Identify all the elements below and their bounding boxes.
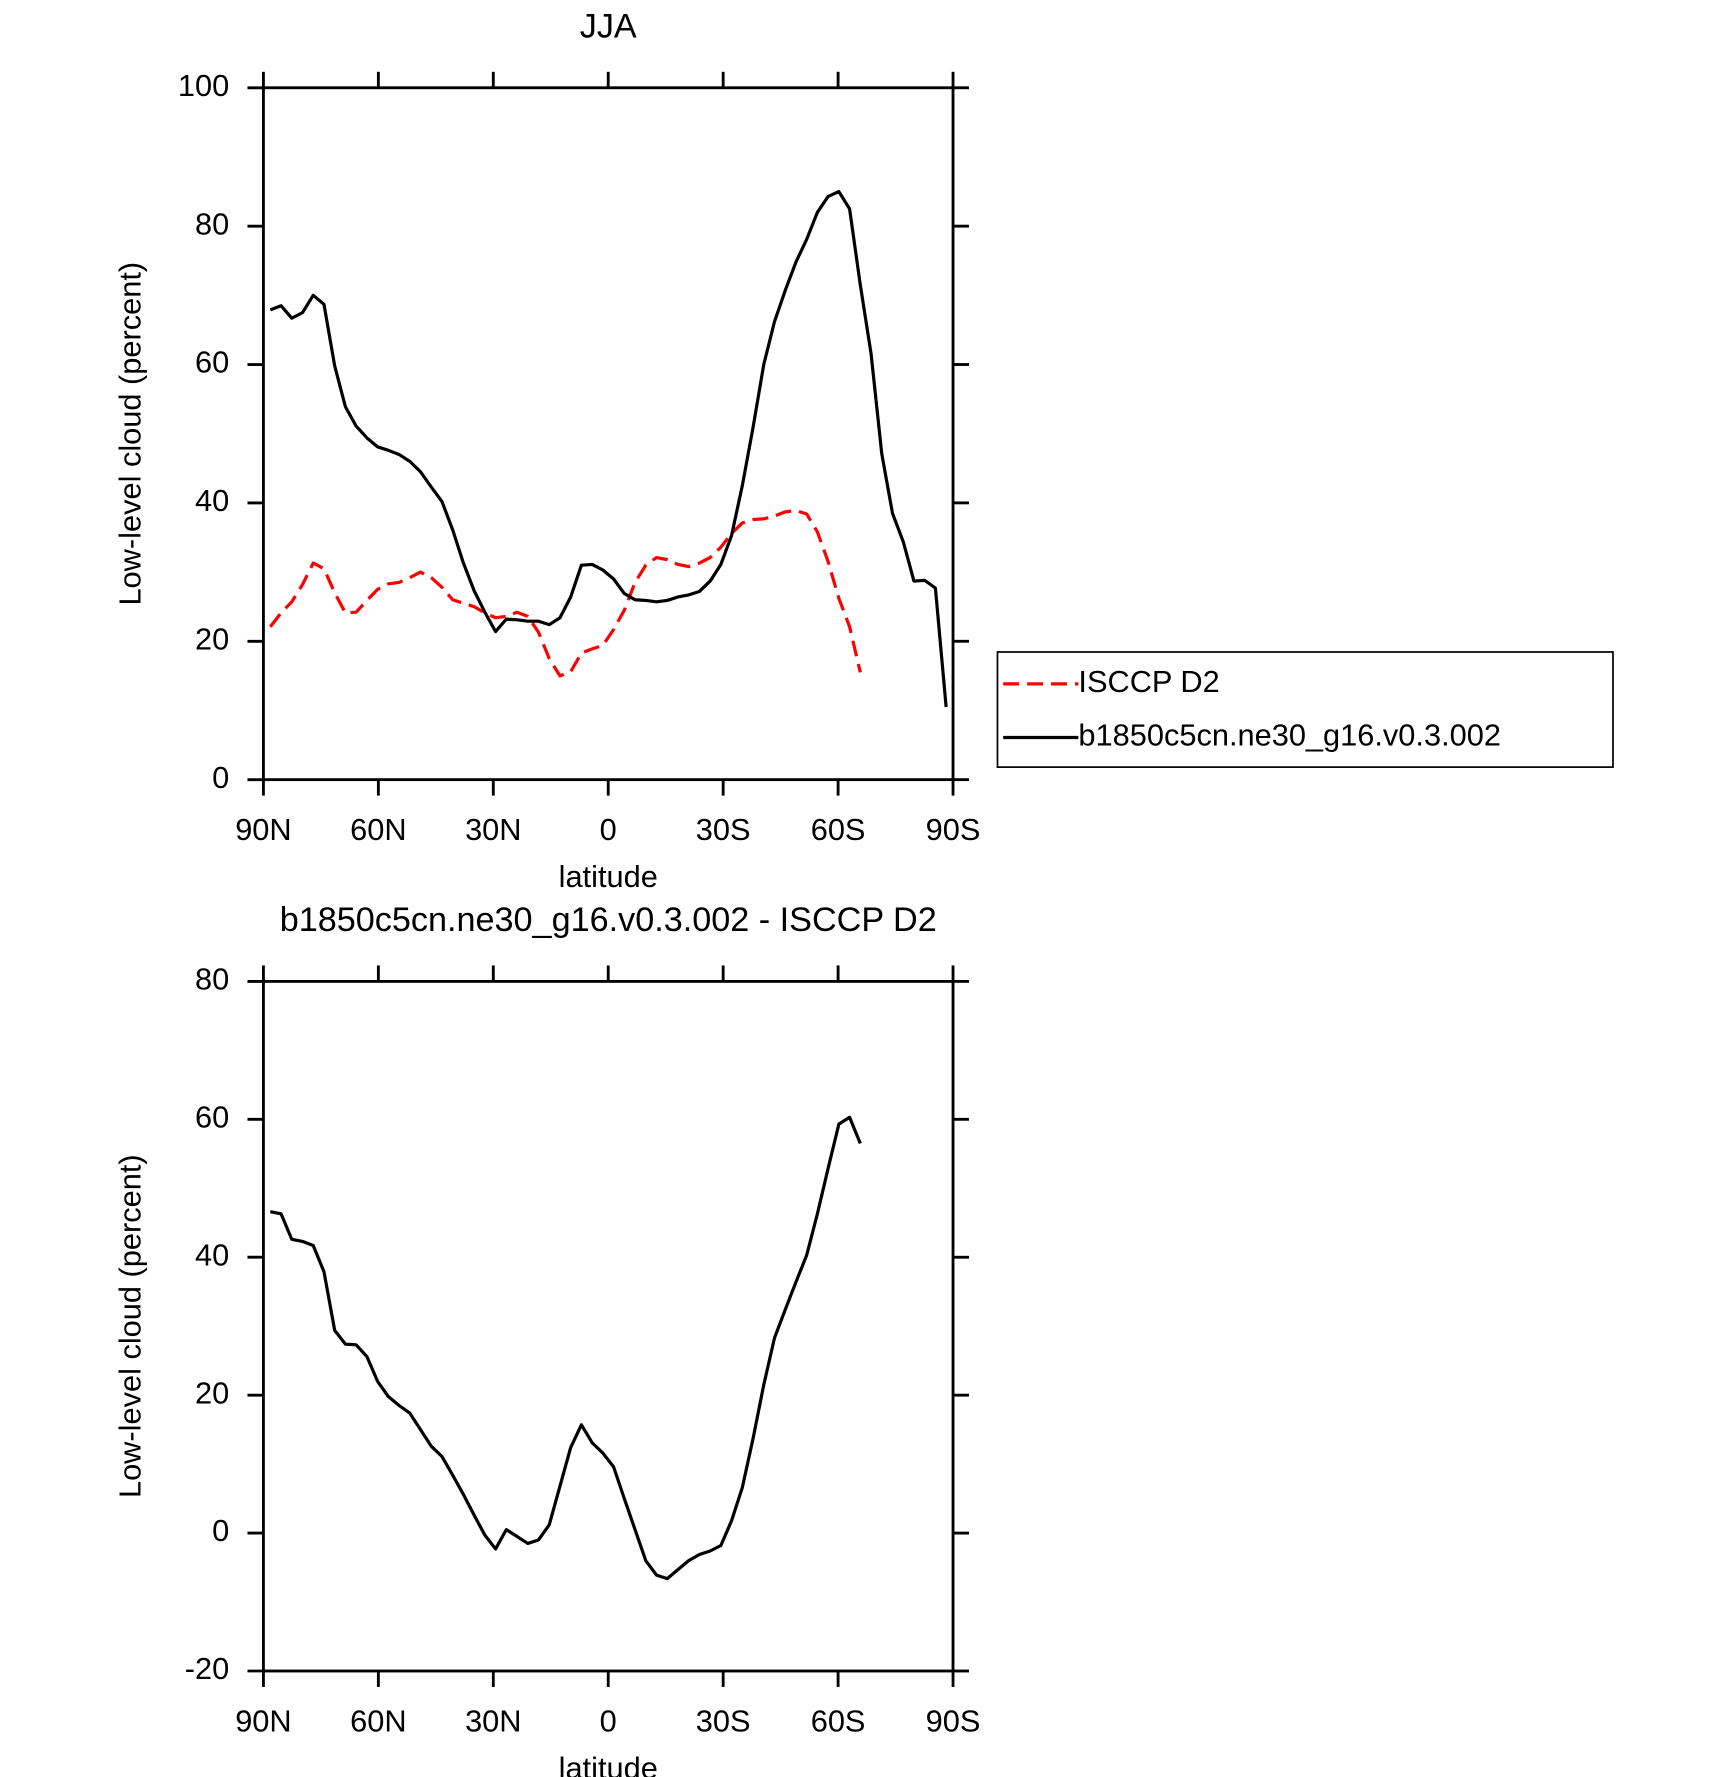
x-tick-label: 90N: [235, 812, 291, 847]
chart-title: b1850c5cn.ne30_g16.v0.3.002 - ISCCP D2: [280, 901, 937, 939]
x-tick-label: 60S: [811, 1704, 866, 1739]
data-line: [270, 1115, 862, 1581]
legend-label: b1850c5cn.ne30_g16.v0.3.002: [1078, 718, 1501, 753]
plot-frame: [262, 979, 955, 1673]
x-tick-label: 60N: [350, 1704, 406, 1739]
x-tick-label: 0: [600, 812, 617, 847]
y-tick-label: 60: [195, 345, 229, 380]
chart-title: JJA: [580, 8, 637, 46]
x-tick-label: 90N: [235, 1704, 291, 1739]
y-tick-label: 80: [195, 206, 229, 241]
x-tick-label: 0: [600, 1704, 617, 1739]
y-tick-label: -20: [185, 1651, 229, 1686]
x-tick-label: 30N: [465, 812, 521, 847]
y-axis-label: Low-level cloud (percent): [112, 262, 147, 606]
y-tick-label: 40: [195, 1237, 229, 1272]
x-tick-label: 30S: [696, 812, 751, 847]
y-tick-label: 80: [195, 962, 229, 997]
legend-box: [996, 651, 1614, 768]
x-tick-label: 60N: [350, 812, 406, 847]
y-axis-label: Low-level cloud (percent): [112, 1154, 147, 1498]
x-tick-label: 30N: [465, 1704, 521, 1739]
plot-frame: [262, 86, 955, 782]
x-axis-label: latitude: [559, 1750, 658, 1777]
data-line: [269, 508, 862, 678]
y-tick-label: 100: [178, 68, 229, 103]
y-tick-label: 40: [195, 483, 229, 518]
x-tick-label: 90S: [926, 1704, 981, 1739]
y-tick-label: 0: [212, 760, 229, 795]
y-tick-label: 20: [195, 621, 229, 656]
y-tick-label: 0: [212, 1513, 229, 1548]
x-tick-label: 60S: [811, 812, 866, 847]
x-tick-label: 30S: [696, 1704, 751, 1739]
legend-label: ISCCP D2: [1078, 664, 1219, 699]
data-line: [269, 189, 948, 708]
x-tick-label: 90S: [926, 812, 981, 847]
y-tick-label: 20: [195, 1375, 229, 1410]
y-tick-label: 60: [195, 1099, 229, 1134]
x-axis-label: latitude: [559, 859, 658, 894]
